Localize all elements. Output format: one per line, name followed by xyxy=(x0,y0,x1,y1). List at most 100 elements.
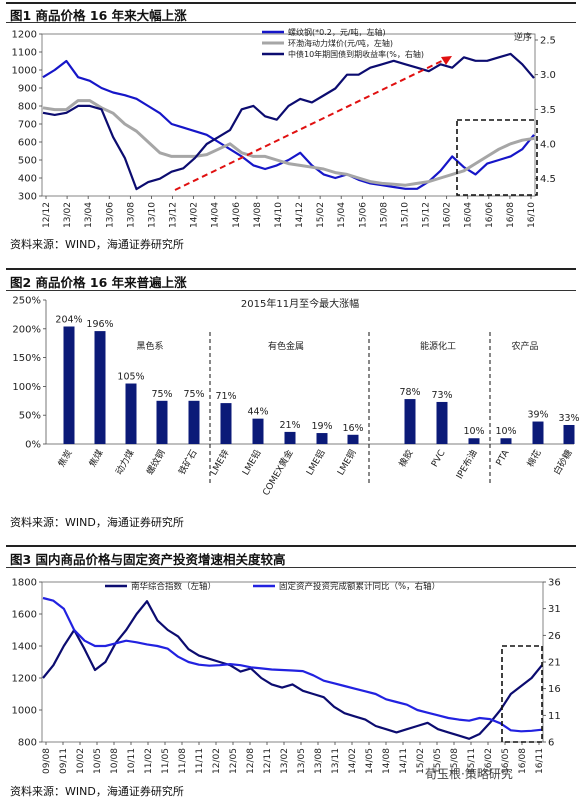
c1-right-tick-label: 2.5 xyxy=(540,36,556,47)
c1-x-tick-label: 16/08 xyxy=(506,202,516,228)
figure2-bar-4 xyxy=(188,400,200,444)
figure2-value-label: 10% xyxy=(463,426,484,437)
figure2-category-label: 动力煤 xyxy=(113,448,137,477)
figure2-y-tick-label: 0% xyxy=(25,440,41,451)
c1-x-tick-label: 13/10 xyxy=(147,202,157,228)
figure2-value-label: 21% xyxy=(279,420,300,431)
figure2-category-label: IPE布油 xyxy=(453,448,479,482)
figure2-category-label: LME锌 xyxy=(207,448,231,478)
figure2-value-label: 196% xyxy=(86,319,113,330)
figure2-y-tick-label: 150% xyxy=(12,353,41,364)
figure2-category-label: 橡胶 xyxy=(396,448,415,470)
figure2-value-label: 204% xyxy=(55,314,82,325)
c1-series-line-0 xyxy=(42,59,535,190)
c3-x-tick-label: 10/08 xyxy=(110,748,120,774)
c3-left-tick-label: 1200 xyxy=(12,674,37,685)
c3-x-tick-label: 15/08 xyxy=(450,748,460,774)
figure3-source: 资料来源：WIND，海通证券研究所 xyxy=(10,785,184,798)
figure3-top-rule xyxy=(6,545,576,547)
c3-x-tick-label: 15/02 xyxy=(416,748,426,774)
c3-x-tick-label: 11/02 xyxy=(144,748,154,774)
c3-x-tick-label: 16/05 xyxy=(501,748,511,774)
c1-x-tick-label: 15/08 xyxy=(379,202,389,228)
c1-left-tick-label: 400 xyxy=(18,174,37,185)
figure2-y-tick-label: 250% xyxy=(12,296,41,307)
figure2-category-label: 棉花 xyxy=(524,448,543,470)
c1-x-tick-label: 12/12 xyxy=(42,202,52,228)
c3-series-line-1 xyxy=(42,596,543,733)
c3-left-tick-label: 1000 xyxy=(12,706,37,717)
figure1-right-axis-label: 逆序 xyxy=(514,31,532,43)
figure2-category-label: 铁矿石 xyxy=(176,448,200,477)
c3-x-tick-label: 11/08 xyxy=(178,748,188,774)
figure2-title: 图2 商品价格 16 年来普遍上涨 xyxy=(10,275,187,290)
c3-x-tick-label: 13/05 xyxy=(297,748,307,774)
c3-left-tick-label: 1600 xyxy=(12,610,37,621)
figure2-category-label: 白砂糖 xyxy=(551,448,575,477)
c1-x-tick-label: 15/06 xyxy=(358,202,368,228)
figure2-value-label: 44% xyxy=(247,407,268,418)
figure2-source: 资料来源：WIND，海通证券研究所 xyxy=(10,516,184,529)
c3-x-tick-label: 16/11 xyxy=(535,748,545,774)
figure2-bar-6 xyxy=(252,418,264,444)
c1-x-tick-label: 15/04 xyxy=(337,202,347,228)
figure1-title: 图1 商品价格 16 年来大幅上涨 xyxy=(10,8,187,23)
figure2-bar-8 xyxy=(316,433,328,444)
c1-right-tick-label: 4.0 xyxy=(540,140,556,151)
c1-x-tick-label: 15/10 xyxy=(400,202,410,228)
c1-x-tick-label: 13/04 xyxy=(84,202,94,228)
figure1-legend-label: 中债10年期国债到期收益率(%，右轴) xyxy=(288,49,424,59)
c3-x-tick-label: 09/08 xyxy=(42,748,52,774)
c1-right-tick-label: 4.5 xyxy=(540,174,556,185)
c3-x-tick-label: 12/11 xyxy=(263,748,273,774)
c3-x-tick-label: 13/11 xyxy=(331,748,341,774)
c3-x-tick-label: 15/05 xyxy=(433,748,443,774)
figure2-group-label: 有色金属 xyxy=(268,340,304,352)
c3-right-tick-label: 26 xyxy=(548,631,561,642)
c3-x-tick-label: 16/08 xyxy=(518,748,528,774)
figure2-bar-5 xyxy=(220,403,232,444)
figure2-value-label: 73% xyxy=(431,390,452,401)
c3-x-tick-label: 15/11 xyxy=(467,748,477,774)
figure2-top-rule xyxy=(6,268,576,270)
figure2-category-label: 焦煤 xyxy=(86,448,105,470)
c1-x-tick-label: 13/06 xyxy=(105,202,115,228)
figure3-legend-label: 南华综合指数（左轴） xyxy=(131,581,216,592)
figure2-category-label: COMEX黄金 xyxy=(260,448,296,498)
c1-series-line-2 xyxy=(42,52,535,191)
figure2-bar-2 xyxy=(125,383,137,444)
c3-x-tick-label: 10/11 xyxy=(127,748,137,774)
c1-x-tick-label: 16/06 xyxy=(485,202,495,228)
figure1-top-rule xyxy=(6,2,576,4)
watermark: 荀玉根·策略研究 xyxy=(425,767,513,781)
c3-x-tick-label: 11/11 xyxy=(195,748,205,774)
figure2-category-label: PVC xyxy=(430,449,448,469)
figure1-trend-arrowhead xyxy=(441,56,452,65)
c3-x-tick-label: 14/02 xyxy=(348,748,358,774)
c1-left-tick-label: 900 xyxy=(18,84,37,95)
c1-left-tick-label: 800 xyxy=(18,102,37,113)
figure3-legend-label: 固定资产投资完成额累计同比（%，右轴） xyxy=(279,581,440,592)
c1-x-tick-label: 15/02 xyxy=(316,202,326,228)
c3-left-tick-label: 1400 xyxy=(12,642,37,653)
c3-x-tick-label: 12/08 xyxy=(246,748,256,774)
figure2-value-label: 71% xyxy=(215,391,236,402)
figure3-highlight-box xyxy=(501,645,543,743)
figure3-title-rule xyxy=(6,567,576,568)
figure2-value-label: 39% xyxy=(527,410,548,421)
c3-x-tick-label: 09/11 xyxy=(59,748,69,774)
figure2-chart-title: 2015年11月至今最大涨幅 xyxy=(241,297,359,310)
figure2-value-label: 19% xyxy=(311,421,332,432)
figure2-group-label: 农产品 xyxy=(511,340,538,352)
c3-x-tick-label: 12/05 xyxy=(229,748,239,774)
figure2-bar-10 xyxy=(404,399,416,444)
c1-x-tick-label: 13/12 xyxy=(169,202,179,228)
c1-left-tick-label: 1200 xyxy=(12,30,37,41)
figure1-trend-arrow xyxy=(174,57,449,191)
c3-x-tick-label: 11/05 xyxy=(161,748,171,774)
figure1-title-rule xyxy=(6,22,576,23)
c1-x-tick-label: 14/10 xyxy=(274,202,284,228)
figure2-title-rule xyxy=(6,290,576,291)
c1-left-tick-label: 600 xyxy=(18,138,37,149)
c3-plot-frame xyxy=(41,581,544,743)
